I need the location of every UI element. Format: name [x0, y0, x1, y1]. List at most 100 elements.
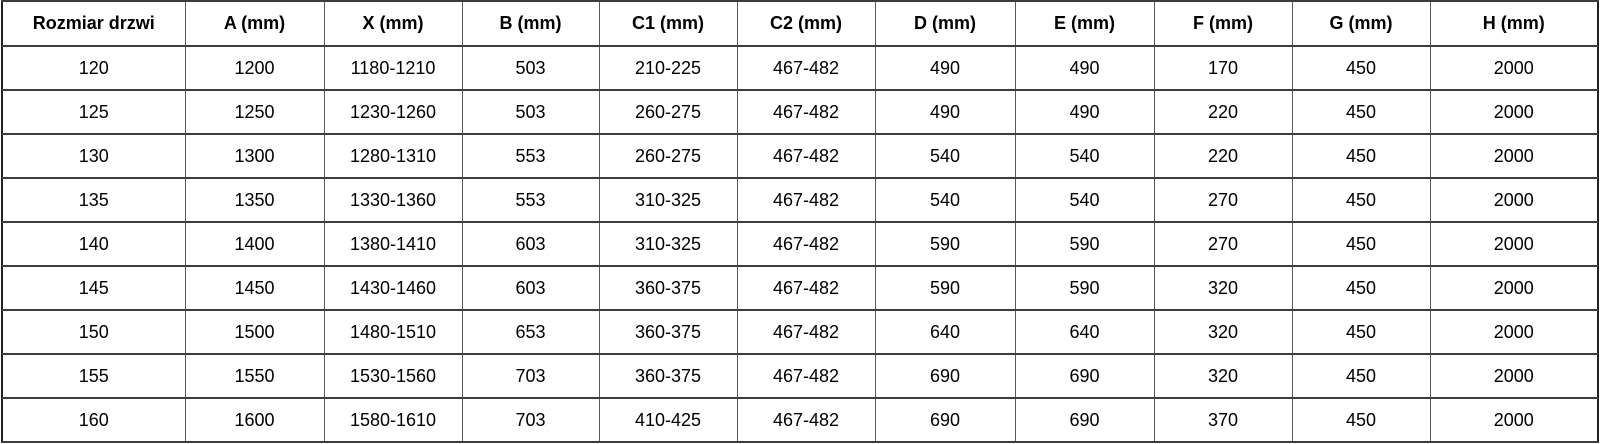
table-cell: 490 [874, 45, 1016, 91]
table-cell: 150 [1, 309, 186, 355]
column-header: C2 (mm) [736, 0, 876, 47]
table-cell: 1480-1510 [323, 309, 463, 355]
table-cell: 370 [1153, 397, 1293, 443]
table-cell: 2000 [1429, 309, 1599, 355]
table-cell: 1530-1560 [323, 353, 463, 399]
table-cell: 2000 [1429, 45, 1599, 91]
table-cell: 590 [1014, 221, 1155, 267]
table-cell: 2000 [1429, 353, 1599, 399]
column-header: H (mm) [1429, 0, 1599, 47]
table-cell: 310-325 [598, 177, 738, 223]
table-cell: 320 [1153, 265, 1293, 311]
table-cell: 590 [874, 221, 1016, 267]
table-row: 140 1400 1380-1410 603 310-325 467-482 590 590 2… [1, 221, 1599, 267]
table-cell: 1180-1210 [323, 45, 463, 91]
table-cell: 467-482 [736, 177, 876, 223]
table-row: 135 1350 1330-1360 553 310-325 467-482 540 540 2… [1, 177, 1599, 223]
table-cell: 1300 [184, 133, 325, 179]
table-cell: 490 [1014, 89, 1155, 135]
table-cell: 590 [874, 265, 1016, 311]
table-cell: 260-275 [598, 89, 738, 135]
column-header: X (mm) [323, 0, 463, 47]
table-cell: 503 [461, 89, 600, 135]
table-cell: 703 [461, 397, 600, 443]
column-header: F (mm) [1153, 0, 1293, 47]
table-cell: 467-482 [736, 353, 876, 399]
table-cell: 603 [461, 265, 600, 311]
table-row: 145 1450 1430-1460 603 360-375 467-482 590 590 3… [1, 265, 1599, 311]
table-cell: 320 [1153, 309, 1293, 355]
table-row: 130 1300 1280-1310 553 260-275 467-482 540 540 2… [1, 133, 1599, 179]
table-cell: 2000 [1429, 221, 1599, 267]
table-cell: 450 [1291, 177, 1431, 223]
table-cell: 540 [874, 177, 1016, 223]
table-cell: 450 [1291, 397, 1431, 443]
table-body: 120 1200 1180-1210 503 210-225 467-482 490 490 1… [1, 45, 1599, 443]
table-cell: 1450 [184, 265, 325, 311]
column-header: Rozmiar drzwi [1, 0, 186, 47]
table-cell: 1430-1460 [323, 265, 463, 311]
table-cell: 467-482 [736, 221, 876, 267]
table-cell: 360-375 [598, 265, 738, 311]
table-cell: 1380-1410 [323, 221, 463, 267]
table-cell: 1330-1360 [323, 177, 463, 223]
table-cell: 467-482 [736, 309, 876, 355]
table-row: 150 1500 1480-1510 653 360-375 467-482 640 640 3… [1, 309, 1599, 355]
table-cell: 553 [461, 133, 600, 179]
table-cell: 2000 [1429, 177, 1599, 223]
table-cell: 140 [1, 221, 186, 267]
table-cell: 690 [1014, 397, 1155, 443]
table-cell: 360-375 [598, 309, 738, 355]
table-cell: 1500 [184, 309, 325, 355]
table-cell: 270 [1153, 177, 1293, 223]
table-cell: 320 [1153, 353, 1293, 399]
table-cell: 1400 [184, 221, 325, 267]
table-cell: 2000 [1429, 133, 1599, 179]
table-cell: 125 [1, 89, 186, 135]
table-cell: 410-425 [598, 397, 738, 443]
table-cell: 450 [1291, 89, 1431, 135]
table-cell: 1280-1310 [323, 133, 463, 179]
table-row: 155 1550 1530-1560 703 360-375 467-482 690 690 3… [1, 353, 1599, 399]
column-header: B (mm) [461, 0, 600, 47]
table-cell: 1600 [184, 397, 325, 443]
table-cell: 467-482 [736, 397, 876, 443]
table-cell: 467-482 [736, 133, 876, 179]
table-cell: 450 [1291, 221, 1431, 267]
table-cell: 553 [461, 177, 600, 223]
column-header: D (mm) [874, 0, 1016, 47]
table-cell: 120 [1, 45, 186, 91]
table-cell: 450 [1291, 309, 1431, 355]
table-cell: 1250 [184, 89, 325, 135]
table-cell: 640 [1014, 309, 1155, 355]
table-cell: 540 [1014, 177, 1155, 223]
table-cell: 503 [461, 45, 600, 91]
table-cell: 703 [461, 353, 600, 399]
table-cell: 260-275 [598, 133, 738, 179]
column-header: A (mm) [184, 0, 325, 47]
table-cell: 653 [461, 309, 600, 355]
table-cell: 540 [1014, 133, 1155, 179]
table-cell: 490 [874, 89, 1016, 135]
table-cell: 450 [1291, 45, 1431, 91]
table-cell: 270 [1153, 221, 1293, 267]
header-row: Rozmiar drzwi A (mm) X (mm) B (mm) C1 (mm) C2… [1, 0, 1599, 47]
table-cell: 360-375 [598, 353, 738, 399]
table-cell: 690 [874, 353, 1016, 399]
column-header: E (mm) [1014, 0, 1155, 47]
table-cell: 467-482 [736, 265, 876, 311]
table-cell: 540 [874, 133, 1016, 179]
table-cell: 603 [461, 221, 600, 267]
table-cell: 467-482 [736, 89, 876, 135]
table-cell: 450 [1291, 353, 1431, 399]
column-header: G (mm) [1291, 0, 1431, 47]
table-cell: 467-482 [736, 45, 876, 91]
table-cell: 310-325 [598, 221, 738, 267]
table-cell: 2000 [1429, 89, 1599, 135]
table-cell: 690 [874, 397, 1016, 443]
table-cell: 450 [1291, 133, 1431, 179]
table-cell: 130 [1, 133, 186, 179]
table-cell: 220 [1153, 133, 1293, 179]
